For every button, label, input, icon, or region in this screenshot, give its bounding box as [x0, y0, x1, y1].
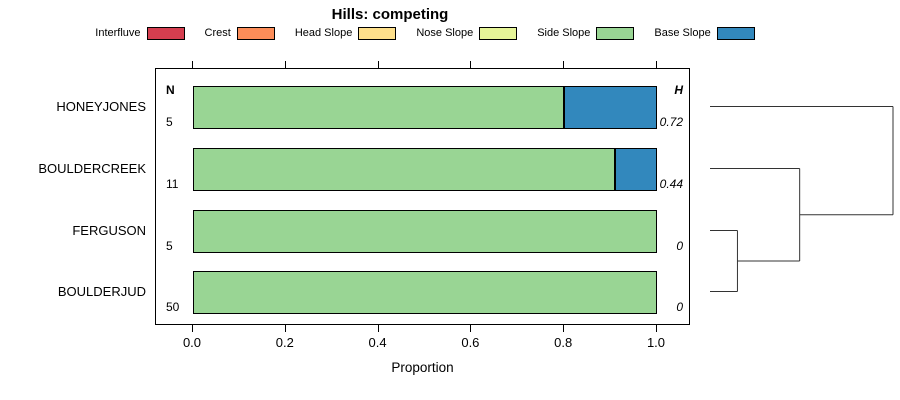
- x-tick-top: [563, 61, 565, 68]
- x-tick-top: [377, 61, 379, 68]
- category-label-honeyjones: HONEYJONES: [56, 98, 146, 114]
- x-tick-bottom: [192, 325, 193, 332]
- legend-swatch: [236, 26, 275, 40]
- x-tick-label: 0.8: [554, 335, 573, 350]
- dendrogram: [710, 106, 894, 292]
- legend-item-base-slope: Base Slope: [654, 26, 755, 40]
- legend-item-crest: Crest: [204, 26, 275, 40]
- n-value: 5: [166, 239, 173, 253]
- x-tick-bottom: [470, 325, 472, 332]
- x-tick-label: 1.0: [646, 335, 666, 350]
- category-label-boulderjud: BOULDERJUD: [57, 283, 146, 299]
- x-tick-label: 0.2: [275, 335, 294, 350]
- bar-segment-base-slope: [615, 148, 657, 191]
- legend-label: Nose Slope: [416, 27, 474, 39]
- bar-segment-side-slope: [193, 271, 657, 314]
- legend: Interfluve Crest Head Slope Nose Slope Side …: [35, 25, 815, 41]
- legend-swatch: [479, 26, 518, 40]
- legend-item-head-slope: Head Slope: [294, 26, 397, 40]
- x-tick-bottom: [377, 325, 379, 332]
- n-column-header: N: [166, 83, 175, 97]
- category-label-ferguson: FERGUSON: [72, 222, 146, 238]
- bar-segment-base-slope: [564, 86, 657, 129]
- n-value: 5: [166, 115, 173, 129]
- legend-swatch: [596, 26, 635, 40]
- x-tick-bottom: [656, 325, 657, 332]
- legend-label: Head Slope: [294, 27, 353, 39]
- h-value: 0.44: [659, 177, 683, 191]
- x-tick-label: 0.4: [368, 335, 387, 350]
- chart-title: Hills: competing: [331, 6, 449, 23]
- legend-item-interfluve: Interfluve: [95, 26, 185, 40]
- legend-label: Base Slope: [654, 27, 711, 39]
- n-value: 50: [166, 300, 180, 314]
- h-value: 0: [676, 300, 683, 314]
- legend-swatch: [716, 26, 755, 40]
- x-axis-label: Proportion: [391, 360, 454, 375]
- legend-label: Interfluve: [95, 27, 141, 39]
- legend-label: Crest: [204, 27, 231, 39]
- legend-item-nose-slope: Nose Slope: [416, 26, 518, 40]
- x-tick-label: 0.0: [182, 335, 202, 350]
- h-column-header: H: [674, 83, 683, 97]
- legend-label: Side Slope: [537, 27, 591, 39]
- x-tick-label: 0.6: [461, 335, 480, 350]
- bar-segment-side-slope: [193, 210, 657, 253]
- legend-item-side-slope: Side Slope: [537, 26, 635, 40]
- h-value: 0: [676, 239, 683, 253]
- x-tick-top: [656, 61, 657, 68]
- x-tick-top: [284, 61, 286, 68]
- n-value: 11: [166, 177, 179, 191]
- x-tick-bottom: [563, 325, 565, 332]
- bar-segment-side-slope: [193, 86, 565, 129]
- x-tick-top: [192, 61, 193, 68]
- h-value: 0.72: [659, 115, 683, 129]
- legend-swatch: [146, 26, 185, 40]
- x-tick-top: [470, 61, 472, 68]
- bar-segment-side-slope: [193, 148, 616, 191]
- x-tick-bottom: [284, 325, 286, 332]
- category-label-bouldercreek: BOULDERCREEK: [38, 160, 146, 176]
- legend-swatch: [358, 26, 397, 40]
- plot-area: N H 5 0.72 11 0.44 5 0 50 0: [155, 68, 690, 325]
